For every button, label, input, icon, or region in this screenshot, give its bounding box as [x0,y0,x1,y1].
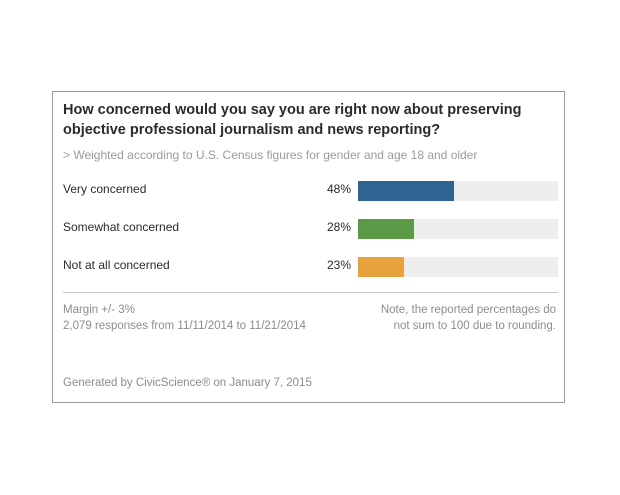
bar-row: Not at all concerned 23% [63,254,558,292]
bar-row: Very concerned 48% [63,178,558,216]
divider [63,292,558,293]
bar-value-label: 28% [326,220,351,234]
rounding-note: Note, the reported percentages do not su… [381,302,556,334]
bar-track [358,219,558,239]
bar-label: Somewhat concerned [63,220,180,234]
bar-value-label: 48% [326,182,351,196]
chart-title: How concerned would you say you are righ… [63,102,522,138]
bar-track [358,257,558,277]
bar-track [358,181,558,201]
bar-somewhat-concerned [358,219,414,239]
bar-very-concerned [358,181,454,201]
bar-label: Very concerned [63,182,147,196]
bar-rows: Very concerned 48% Somewhat concerned 28… [63,178,558,292]
bar-row: Somewhat concerned 28% [63,216,558,254]
bar-label: Not at all concerned [63,258,170,272]
chart-subtitle: > Weighted according to U.S. Census figu… [63,148,478,162]
generated-by: Generated by CivicScience® on January 7,… [63,377,312,389]
bar-not-at-all-concerned [358,257,404,277]
bar-value-label: 23% [326,258,351,272]
margin-of-error: Margin +/- 3% [63,304,135,316]
chart-card: How concerned would you say you are righ… [52,91,565,403]
note-line-2: not sum to 100 due to rounding. [393,320,556,332]
response-count: 2,079 responses from 11/11/2014 to 11/21… [63,320,306,332]
survey-meta: Margin +/- 3% 2,079 responses from 11/11… [63,302,306,334]
note-line-1: Note, the reported percentages do [380,304,556,316]
